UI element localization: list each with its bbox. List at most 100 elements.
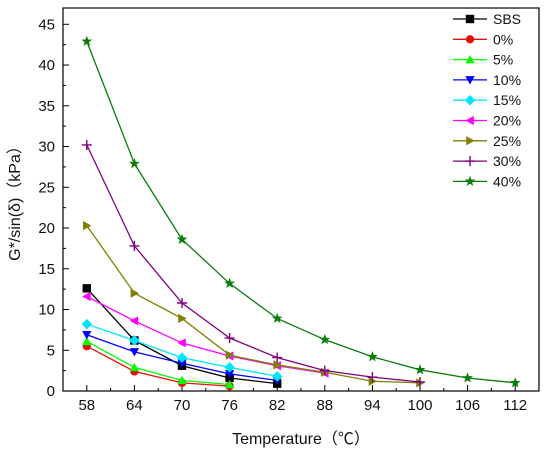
data-point [129, 316, 139, 326]
data-point [509, 377, 521, 388]
legend-item: 5% [453, 52, 513, 68]
legend-label: 15% [493, 92, 521, 108]
legend: SBS 0% 5% 10% 15% 20% 25% 30% 40% [453, 11, 521, 189]
data-point [224, 277, 235, 289]
legend-label: SBS [493, 11, 521, 27]
data-point [176, 233, 188, 245]
x-tick-label: 76 [221, 397, 238, 414]
data-point [177, 359, 187, 368]
x-tick-label: 88 [316, 397, 333, 414]
data-point [224, 370, 235, 379]
data-point [465, 115, 474, 126]
x-tick-label: 94 [364, 397, 381, 414]
legend-item: 20% [453, 113, 521, 129]
y-tick-label: 30 [38, 139, 55, 156]
data-point [81, 35, 93, 46]
data-point [82, 284, 91, 293]
x-tick-label: 70 [174, 397, 191, 414]
legend-item: 10% [453, 72, 521, 88]
data-point [273, 360, 282, 370]
legend-label: 5% [493, 52, 513, 68]
data-point [272, 352, 283, 363]
ticks: 58 64 70 76 82 88 94 100 106 112 0 5 10 15 20 25 30 35 40 4… [38, 16, 527, 414]
data-point [466, 136, 475, 146]
data-point [465, 54, 475, 64]
y-tick-label: 15 [38, 261, 55, 278]
y-tick-label: 40 [38, 57, 55, 74]
series-line [86, 345, 230, 387]
legend-item: 40% [453, 173, 521, 189]
y-tick-label: 0 [47, 383, 55, 400]
series-line [86, 340, 230, 386]
series-5-pct [82, 336, 235, 389]
data-point [414, 364, 426, 375]
data-point [271, 371, 283, 382]
x-tick-label: 64 [126, 397, 143, 414]
y-tick-label: 35 [38, 98, 55, 115]
y-tick-label: 5 [47, 342, 55, 359]
data-point [129, 157, 140, 169]
legend-label: 10% [493, 72, 521, 88]
y-tick-label: 20 [38, 220, 55, 237]
data-point [367, 372, 378, 383]
data-point [176, 352, 188, 363]
x-tick-label: 100 [407, 397, 432, 414]
legend-label: 0% [493, 31, 513, 47]
x-tick-label: 112 [503, 397, 527, 414]
legend-label: 30% [493, 153, 521, 169]
data-point [82, 291, 91, 302]
series-line [86, 295, 325, 374]
data-point [83, 220, 92, 231]
legend-item: 0% [453, 31, 513, 47]
series-40-pct [81, 35, 521, 388]
series-layer [81, 35, 521, 391]
data-point [224, 332, 235, 344]
data-point [130, 288, 140, 298]
y-tick-label: 10 [38, 302, 55, 319]
data-point [319, 365, 330, 376]
data-point [367, 351, 378, 362]
legend-label: 25% [493, 133, 521, 149]
y-tick-label: 45 [38, 16, 55, 33]
x-tick-label: 106 [455, 397, 480, 414]
data-point [465, 76, 475, 85]
axes [62, 7, 540, 392]
series-line [86, 41, 516, 384]
data-point [177, 375, 187, 385]
data-point [271, 312, 283, 324]
data-point [176, 297, 188, 309]
series-15-pct [81, 318, 283, 382]
series-line [86, 225, 421, 384]
y-axis-title: G*/sin(δ)（kPa） [6, 138, 24, 261]
data-point [465, 14, 475, 24]
data-point [82, 330, 92, 340]
legend-item: SBS [453, 11, 521, 27]
x-axis-title: Temperature（℃） [232, 430, 370, 448]
legend-item: 30% [453, 153, 521, 169]
data-point [465, 35, 475, 44]
legend-item: 15% [453, 92, 521, 108]
data-point [225, 350, 235, 360]
data-point [81, 318, 93, 330]
data-point [177, 338, 186, 348]
x-tick-label: 58 [78, 397, 95, 414]
legend-item: 25% [453, 133, 521, 149]
data-point [81, 139, 92, 150]
data-point [129, 348, 140, 357]
data-point [319, 333, 331, 345]
data-point [462, 372, 473, 383]
data-point [224, 362, 235, 373]
data-point [129, 240, 140, 251]
plot-frame [62, 7, 540, 392]
data-point [129, 362, 140, 372]
y-tick-label: 25 [38, 179, 55, 196]
data-point [129, 335, 140, 346]
data-point [464, 175, 476, 186]
data-point [178, 313, 187, 324]
series-30-pct [81, 139, 426, 388]
legend-label: 40% [493, 173, 521, 189]
legend-label: 20% [493, 113, 521, 129]
data-point [464, 156, 476, 167]
